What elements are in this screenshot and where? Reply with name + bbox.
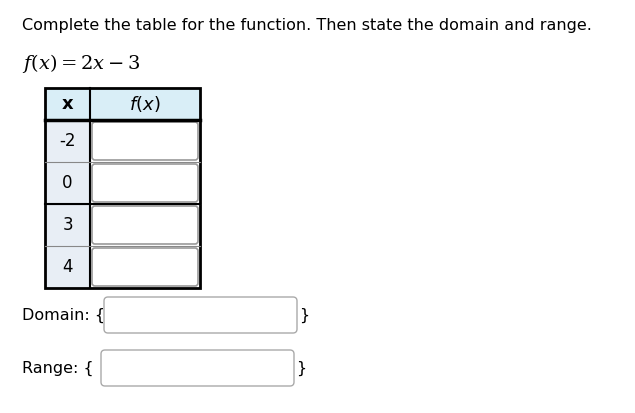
Text: 3: 3 [62, 216, 73, 234]
Bar [45, 88, 200, 120]
Text: }: } [299, 307, 309, 323]
Text: Range: {: Range: { [22, 361, 93, 375]
Text: Domain: {: Domain: { [22, 307, 105, 323]
FancyBboxPatch shape [104, 297, 297, 333]
FancyBboxPatch shape [92, 248, 198, 286]
Bar [45, 88, 200, 288]
Text: }: } [296, 361, 306, 375]
Bar [45, 162, 90, 204]
Text: x: x [62, 95, 73, 113]
FancyBboxPatch shape [92, 164, 198, 202]
FancyBboxPatch shape [101, 350, 294, 386]
Text: 0: 0 [62, 174, 73, 192]
Bar [45, 120, 90, 162]
Text: $f(x) = 2x - 3$: $f(x) = 2x - 3$ [22, 52, 140, 75]
Text: Complete the table for the function. Then state the domain and range.: Complete the table for the function. The… [22, 18, 592, 33]
Text: 4: 4 [62, 258, 73, 276]
FancyBboxPatch shape [92, 206, 198, 244]
Bar [45, 246, 90, 288]
Text: -2: -2 [59, 132, 76, 150]
Bar [45, 204, 90, 246]
FancyBboxPatch shape [92, 122, 198, 160]
Text: $f(x)$: $f(x)$ [130, 94, 161, 114]
